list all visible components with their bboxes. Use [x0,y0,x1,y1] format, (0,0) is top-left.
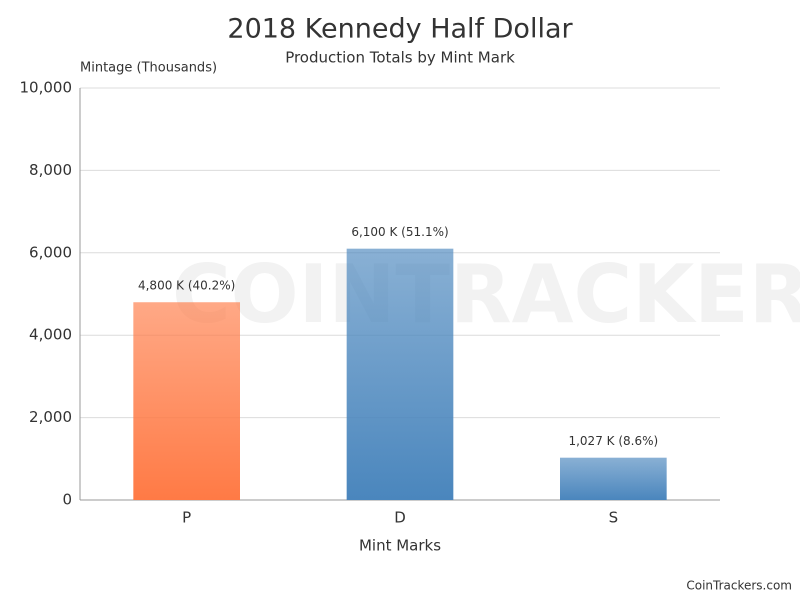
y-tick-label: 4,000 [29,326,72,344]
y-tick-label: 6,000 [29,243,72,261]
y-axis-label: Mintage (Thousands) [80,61,217,76]
x-axis-label: Mint Marks [359,537,441,555]
x-tick-label: D [394,509,406,527]
chart-subtitle: Production Totals by Mint Mark [285,49,515,67]
y-tick-label: 8,000 [29,161,72,179]
bar [560,457,667,500]
value-label: 6,100 K (51.1%) [351,225,448,239]
x-tick-label: P [182,509,191,527]
watermark: COINTRACKERS [172,248,800,341]
bar [133,302,240,500]
value-label: 4,800 K (40.2%) [138,279,235,293]
value-label: 1,027 K (8.6%) [568,434,658,448]
bar [346,248,454,500]
x-tick-label: S [609,509,619,527]
chart-title: 2018 Kennedy Half Dollar [227,14,573,45]
y-tick-label: 10,000 [20,79,73,97]
y-tick-label: 0 [62,491,72,509]
y-tick-label: 2,000 [29,408,72,426]
credit: CoinTrackers.com [686,579,792,593]
